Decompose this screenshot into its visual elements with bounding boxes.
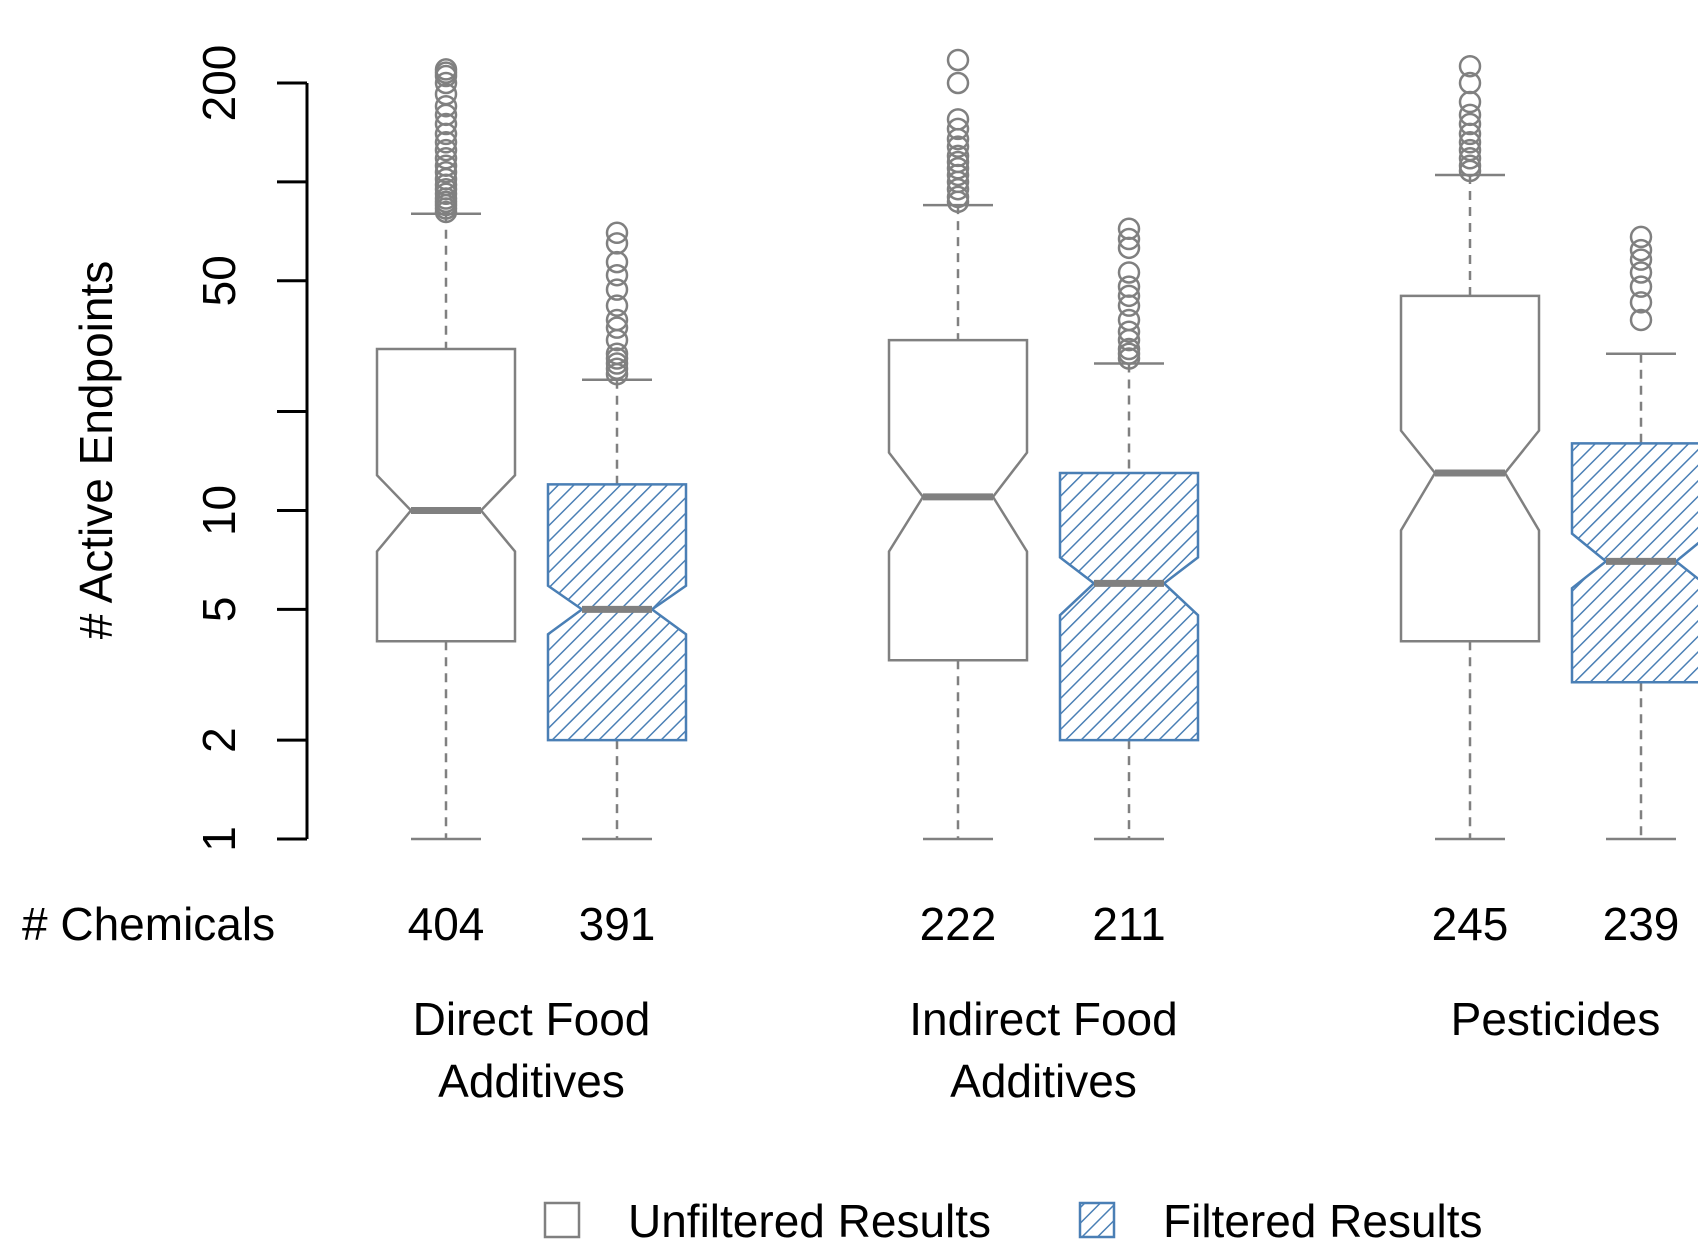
outlier-g0-b0-18 (434, 82, 458, 106)
outlier-g2-b0-3 (1458, 138, 1482, 162)
outlier-g0-b0-19 (434, 71, 458, 95)
count-label-g2-b1: 239 (1603, 898, 1680, 950)
count-label-g0-b0: 404 (408, 898, 485, 950)
outlier-g1-b1-2 (1117, 337, 1141, 361)
outlier-g0-b1-6 (605, 316, 629, 339)
box-g1-b1 (1058, 471, 1200, 742)
outlier-g0-b0-22 (434, 58, 458, 81)
box-g2-b0 (1399, 294, 1541, 643)
outlier-g2-b1-1 (1629, 291, 1653, 314)
outlier-g0-b0-15 (434, 112, 458, 136)
outlier-g1-b0-7 (946, 144, 970, 168)
box-g0-b0 (375, 347, 517, 643)
outlier-g1-b1-8 (1117, 275, 1141, 298)
group-label-1-line-0: Indirect Food (909, 993, 1177, 1045)
outlier-g1-b0-8 (946, 135, 970, 158)
outlier-g2-b0-1 (1458, 154, 1482, 177)
outlier-g1-b1-9 (1117, 261, 1141, 284)
outlier-g2-b0-4 (1458, 131, 1482, 154)
y-tick-label-5: 5 (193, 597, 245, 623)
group-label-1-line-1: Additives (950, 1055, 1137, 1107)
outlier-g2-b0-9 (1458, 71, 1482, 95)
y-tick-label-200: 200 (193, 45, 245, 122)
outlier-g1-b0-10 (946, 117, 970, 141)
outlier-g0-b1-1 (605, 357, 629, 380)
y-tick-label-10: 10 (193, 485, 245, 536)
outlier-g0-b0-12 (434, 138, 458, 162)
outlier-g1-b0-12 (946, 71, 970, 95)
legend-swatch-unfiltered (543, 1201, 581, 1239)
outlier-g0-b0-9 (434, 160, 458, 184)
outlier-g1-b1-7 (1117, 284, 1141, 308)
outlier-g2-b0-6 (1458, 112, 1482, 136)
outlier-g1-b1-5 (1117, 308, 1141, 332)
outlier-g0-b1-8 (605, 294, 629, 317)
outlier-g1-b1-11 (1117, 227, 1141, 251)
outlier-g1-b1-4 (1117, 320, 1141, 343)
outlier-g0-b1-7 (605, 308, 629, 332)
outlier-g2-b0-8 (1458, 90, 1482, 114)
group-label-0-line-0: Direct Food (413, 993, 651, 1045)
outlier-g2-b1-6 (1629, 225, 1653, 249)
group-label-0-line-1: Additives (438, 1055, 625, 1107)
outlier-g1-b0-13 (946, 48, 970, 72)
outlier-g2-b0-7 (1458, 103, 1482, 127)
outlier-g0-b1-4 (605, 342, 629, 365)
outlier-g2-b1-5 (1629, 238, 1653, 262)
y-tick-label-1: 1 (193, 826, 245, 852)
outlier-g1-b0-5 (946, 157, 970, 180)
outlier-g0-b1-13 (605, 221, 629, 245)
group-label-2-line-0: Pesticides (1451, 993, 1661, 1045)
legend: Unfiltered Results Filtered Results (543, 1195, 1483, 1247)
outlier-g1-b1-12 (1117, 217, 1141, 241)
outlier-g2-b0-10 (1458, 54, 1482, 78)
outlier-g2-b1-2 (1629, 275, 1653, 298)
outlier-g0-b0-11 (434, 147, 458, 170)
outlier-g1-b0-6 (946, 150, 970, 174)
outlier-g2-b0-2 (1458, 147, 1482, 170)
outlier-g0-b0-10 (434, 154, 458, 177)
outlier-g0-b1-12 (605, 232, 629, 255)
y-axis-title: # Active Endpoints (70, 261, 122, 639)
outlier-g2-b1-4 (1629, 248, 1653, 271)
legend-swatch-filtered (1078, 1201, 1116, 1239)
outlier-g0-b1-9 (605, 278, 629, 301)
outlier-g1-b0-11 (946, 108, 970, 131)
outlier-g0-b1-10 (605, 263, 629, 287)
outlier-g0-b1-11 (605, 250, 629, 274)
outlier-g2-b1-0 (1629, 308, 1653, 332)
chemicals-row-label: # Chemicals (22, 898, 275, 950)
count-label-g1-b1: 211 (1092, 898, 1165, 950)
count-label-g1-b0: 222 (920, 898, 997, 950)
y-tick-label-50: 50 (193, 255, 245, 306)
outlier-g0-b0-13 (434, 131, 458, 154)
outlier-g1-b0-1 (946, 185, 970, 209)
legend-label-filtered: Filtered Results (1163, 1195, 1483, 1247)
y-tick-label-2: 2 (193, 727, 245, 753)
count-label-g2-b0: 245 (1432, 898, 1509, 950)
count-label-g0-b1: 391 (579, 898, 656, 950)
outlier-g0-b0-17 (434, 94, 458, 118)
legend-label-unfiltered: Unfiltered Results (628, 1195, 991, 1247)
outlier-g2-b1-3 (1629, 261, 1653, 284)
